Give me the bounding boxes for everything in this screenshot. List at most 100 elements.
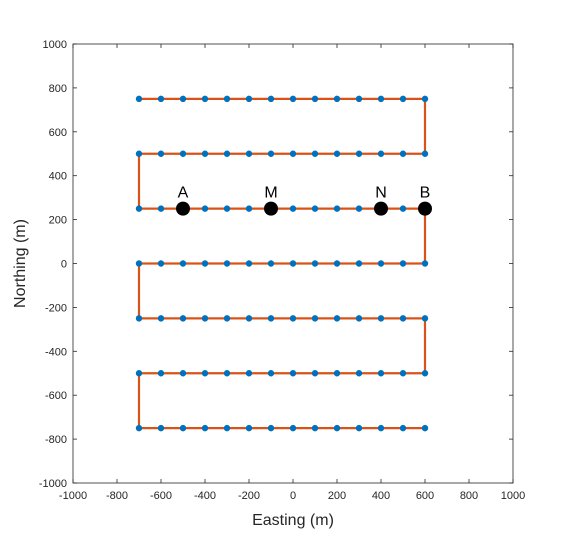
x-tick-label: 0 [290, 490, 296, 502]
station-point [246, 425, 252, 431]
station-point [202, 315, 208, 321]
station-point [158, 260, 164, 266]
station-point [202, 151, 208, 157]
station-point [180, 96, 186, 102]
marker-label-a: A [178, 185, 189, 202]
station-point [422, 151, 428, 157]
station-point [400, 315, 406, 321]
station-point [422, 370, 428, 376]
marker-b [418, 202, 432, 216]
station-point [268, 151, 274, 157]
station-point [334, 96, 340, 102]
x-tick-label: 600 [416, 490, 434, 502]
station-point [246, 315, 252, 321]
marker-label-b: B [420, 185, 431, 202]
station-point [202, 96, 208, 102]
station-point [400, 425, 406, 431]
marker-n [374, 202, 388, 216]
x-tick-labels: -1000 -800 -600 -400 -200 0 200 400 600 800 1000 [59, 490, 525, 502]
station-point [312, 96, 318, 102]
station-point [356, 315, 362, 321]
station-point [224, 96, 230, 102]
y-tick-label: -800 [45, 434, 67, 446]
station-point [334, 151, 340, 157]
station-point [290, 151, 296, 157]
station-point [136, 315, 142, 321]
station-point [246, 96, 252, 102]
x-tick-label: -200 [238, 490, 260, 502]
station-point [158, 205, 164, 211]
marker-label-m: M [264, 185, 277, 202]
station-point [158, 96, 164, 102]
station-point [378, 315, 384, 321]
station-point [334, 205, 340, 211]
y-tick-label: 1000 [43, 39, 67, 51]
station-point [312, 425, 318, 431]
station-point [422, 425, 428, 431]
x-tick-label: -600 [150, 490, 172, 502]
station-point [246, 205, 252, 211]
station-point [158, 425, 164, 431]
station-point [268, 425, 274, 431]
station-point [136, 96, 142, 102]
station-point [136, 205, 142, 211]
x-tick-label: -1000 [59, 490, 87, 502]
station-point [180, 151, 186, 157]
station-point [378, 260, 384, 266]
station-point [422, 260, 428, 266]
station-point [136, 370, 142, 376]
station-point [334, 315, 340, 321]
station-point [378, 370, 384, 376]
station-point [268, 315, 274, 321]
y-tick-label: 200 [49, 215, 67, 227]
station-point [312, 315, 318, 321]
y-tick-label: 400 [49, 171, 67, 183]
station-point [224, 260, 230, 266]
station-point [312, 260, 318, 266]
station-point [290, 370, 296, 376]
station-point [136, 425, 142, 431]
station-point [158, 370, 164, 376]
station-point [356, 205, 362, 211]
station-point [202, 425, 208, 431]
station-point [356, 370, 362, 376]
station-point [224, 425, 230, 431]
station-point [224, 315, 230, 321]
x-tick-label: 800 [460, 490, 478, 502]
station-point [400, 96, 406, 102]
station-point [290, 96, 296, 102]
x-tick-label: 1000 [501, 490, 525, 502]
y-tick-label: 600 [49, 127, 67, 139]
station-point [422, 315, 428, 321]
station-point [290, 425, 296, 431]
station-point [378, 425, 384, 431]
x-tick-label: -800 [106, 490, 128, 502]
station-point [378, 96, 384, 102]
station-point [356, 96, 362, 102]
station-point [246, 151, 252, 157]
station-point [356, 260, 362, 266]
station-point [268, 260, 274, 266]
station-point [180, 425, 186, 431]
y-tick-label: 0 [61, 259, 67, 271]
marker-label-n: N [375, 185, 387, 202]
marker-a [176, 202, 190, 216]
y-tick-label: -1000 [39, 478, 67, 490]
station-point [180, 370, 186, 376]
station-point [246, 370, 252, 376]
station-point [312, 370, 318, 376]
station-point [400, 260, 406, 266]
station-point [136, 151, 142, 157]
station-point [334, 425, 340, 431]
station-point [400, 151, 406, 157]
station-point [334, 260, 340, 266]
station-point [224, 151, 230, 157]
x-tick-label: 400 [372, 490, 390, 502]
station-point [290, 260, 296, 266]
station-point [290, 315, 296, 321]
station-point [312, 205, 318, 211]
y-tick-label: -600 [45, 390, 67, 402]
x-axis-label: Easting (m) [252, 512, 334, 529]
station-point [356, 151, 362, 157]
